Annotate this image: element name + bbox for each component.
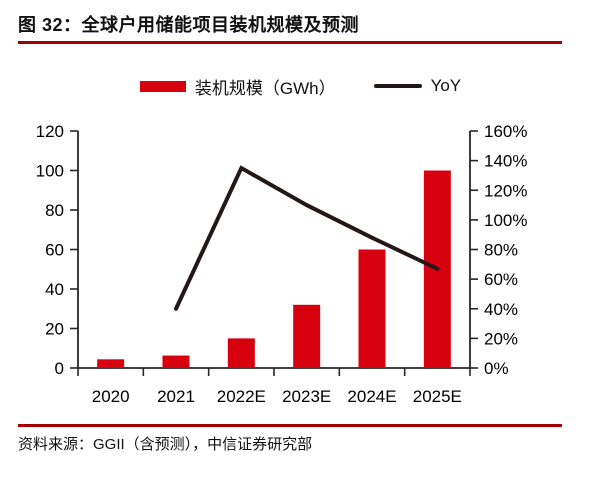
right-axis-tick-label: 40% — [484, 300, 518, 319]
left-axis-tick-label: 40 — [45, 280, 64, 299]
yoy-line — [174, 165, 440, 311]
legend-label-yoy: YoY — [430, 76, 462, 95]
legend-label-installed-capacity: 装机规模（GWh） — [194, 78, 336, 98]
x-axis-label: 2023E — [282, 387, 331, 406]
combo-chart-canvas: 0 20 40 60 80 100 120 0% 20% 40% 60% 80% 100% 120% 140… — [36, 122, 528, 406]
left-axis-tick-label: 60 — [45, 241, 64, 260]
chart-legend: 装机规模（GWh） YoY — [0, 72, 601, 100]
bar-series-swatch-icon — [139, 80, 186, 92]
left-axis-tick-label: 20 — [45, 320, 64, 339]
x-axis-label: 2025E — [413, 387, 462, 406]
bar-2021 — [162, 355, 190, 368]
bar-2023E — [293, 304, 321, 368]
x-axis-label: 2024E — [347, 387, 396, 406]
x-axis-label: 2022E — [217, 387, 266, 406]
left-axis-tick-label: 120 — [36, 122, 64, 141]
right-axis-tick-label: 0% — [484, 359, 509, 378]
figure-title: 图 32：全球户用储能项目装机规模及预测 — [18, 15, 360, 35]
x-axis-label: 2020 — [92, 387, 130, 406]
right-axis-tick-label: 140% — [484, 152, 527, 171]
right-axis-tick-label: 20% — [484, 329, 518, 348]
axis-frame — [77, 131, 471, 369]
legend-item-yoy: YoY — [373, 76, 462, 96]
bar-2022E — [227, 338, 255, 368]
left-axis-tick-label: 80 — [45, 201, 64, 220]
right-axis-tick-label: 120% — [484, 181, 527, 200]
x-axis-label: 2021 — [157, 387, 195, 406]
source-note: 资料来源：GGII（含预测），中信证券研究部 — [18, 436, 313, 453]
right-axis-tick-label: 60% — [484, 270, 518, 289]
bar-2024E — [358, 249, 386, 368]
legend-item-installed-capacity: 装机规模（GWh） — [139, 74, 336, 99]
left-axis-tick-label: 100 — [36, 162, 64, 181]
left-axis-tick-label: 0 — [55, 359, 64, 378]
right-axis-tick-label: 100% — [484, 211, 527, 230]
bar-2020 — [97, 359, 125, 368]
footer-rule — [18, 424, 562, 427]
title-underline — [18, 41, 562, 44]
right-axis-tick-label: 80% — [484, 241, 518, 260]
line-series-swatch-icon — [373, 84, 422, 88]
right-axis-tick-label: 160% — [484, 122, 527, 141]
